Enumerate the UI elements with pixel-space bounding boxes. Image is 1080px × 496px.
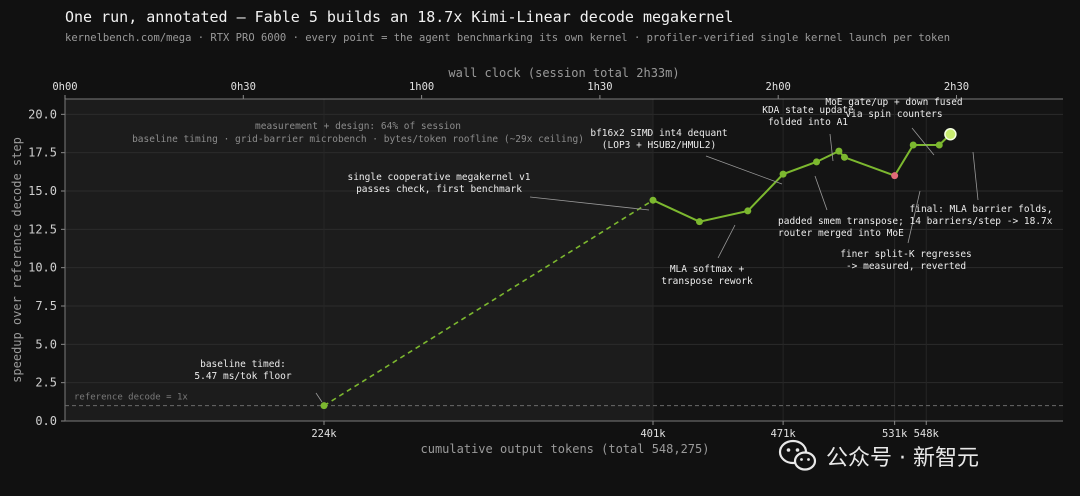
annotation-text: bf16x2 SIMD int4 dequant (590, 128, 727, 139)
top-tick-label: 1h00 (409, 81, 434, 93)
top-tick-label: 0h00 (52, 81, 77, 93)
y-tick-label: 7.5 (35, 299, 57, 313)
top-tick-label: 0h30 (231, 81, 256, 93)
annotation-text: via spin counters (845, 109, 942, 120)
shaded-region-label: measurement + design: 64% of session (255, 121, 461, 132)
annotation-leader (907, 190, 921, 244)
y-tick-label: 17.5 (28, 146, 57, 160)
top-tick-label: 1h30 (587, 81, 612, 93)
y-tick-label: 15.0 (28, 184, 57, 198)
reference-line-label: reference decode = 1x (74, 393, 188, 403)
data-point (779, 170, 787, 178)
annotation-text: single cooperative megakernel v1 (347, 172, 530, 183)
watermark: 公众号 · 新智元 (778, 436, 979, 476)
y-tick-label: 2.5 (35, 376, 57, 390)
y-axis-label: speedup over reference decode step (10, 137, 24, 383)
annotation-leader (315, 392, 323, 403)
top-axis-label: wall clock (session total 2h33m) (448, 66, 679, 80)
data-point (840, 153, 848, 161)
annotation-text: -> measured, reverted (846, 261, 966, 272)
annotation-text: final: MLA barrier folds, (910, 204, 1053, 215)
chart-subtitle: kernelbench.com/mega · RTX PRO 6000 · ev… (65, 32, 951, 44)
annotation-text: 14 barriers/step -> 18.7x (910, 216, 1053, 227)
wechat-icon (778, 439, 817, 471)
series-line-dashed (323, 199, 654, 407)
shaded-region-label: baseline timing · grid-barrier microbenc… (132, 134, 584, 145)
annotation-text: baseline timed: (200, 359, 286, 370)
watermark-text: 公众号 · 新智元 (826, 446, 979, 471)
annotation-leader (529, 196, 650, 211)
annotation-text: finer split-K regresses (840, 249, 972, 260)
annotation-text: transpose rework (661, 276, 753, 287)
annotation-leader (911, 127, 935, 156)
y-tick-label: 5.0 (35, 337, 57, 351)
x-tick-label: 531k (882, 428, 908, 440)
annotation-text: padded smem transpose; (778, 216, 904, 227)
final-point (944, 128, 957, 141)
annotation-text: folded into A1 (768, 117, 848, 128)
data-point (695, 218, 703, 226)
data-point (909, 141, 917, 149)
shaded-region (65, 99, 653, 421)
annotation-text: MoE gate/up + down fused (825, 97, 962, 108)
top-tick-label: 2h00 (766, 81, 791, 93)
annotation-leader (717, 224, 736, 259)
annotation-text: router merged into MoE (778, 228, 904, 239)
data-point (744, 207, 752, 215)
annotation-text: (LOP3 + HSUB2/HMUL2) (602, 140, 716, 151)
y-tick-label: 20.0 (28, 107, 57, 121)
annotation-text: KDA state update (762, 105, 854, 116)
chart-title: One run, annotated — Fable 5 builds an 1… (65, 8, 734, 26)
data-point (835, 147, 843, 155)
annotation-text: passes check, first benchmark (356, 184, 522, 195)
y-tick-label: 10.0 (28, 261, 57, 275)
annotation-leader (705, 155, 783, 185)
data-point (813, 158, 821, 166)
data-point (649, 196, 657, 204)
x-tick-label: 224k (311, 428, 337, 440)
y-tick-label: 0.0 (35, 414, 57, 428)
annotation-text: MLA softmax + (670, 264, 745, 275)
x-tick-label: 471k (770, 428, 796, 440)
y-tick-label: 12.5 (28, 222, 57, 236)
annotation-leader (814, 175, 828, 211)
data-point (935, 141, 943, 149)
x-axis-label: cumulative output tokens (total 548,275) (421, 442, 710, 456)
top-tick-label: 2h30 (944, 81, 969, 93)
regressed-point (891, 172, 899, 180)
annotation-leader (829, 133, 834, 162)
x-tick-label: 401k (640, 428, 666, 440)
annotation-leader (972, 151, 979, 201)
data-point (320, 402, 328, 410)
x-tick-label: 548k (914, 428, 940, 440)
annotation-text: 5.47 ms/tok floor (194, 371, 292, 382)
